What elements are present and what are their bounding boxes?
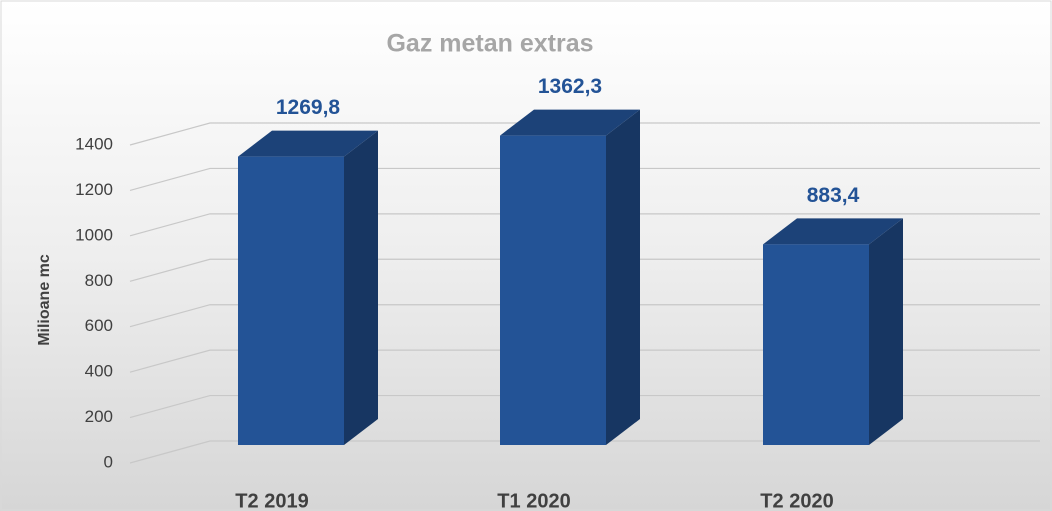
bar bbox=[238, 130, 378, 445]
bar-top bbox=[763, 218, 903, 245]
value-label: 883,4 bbox=[807, 184, 860, 207]
value-label: 1269,8 bbox=[276, 96, 341, 119]
bar bbox=[763, 218, 903, 445]
chart-title: Gaz metan extras bbox=[386, 30, 593, 58]
grid-line bbox=[129, 122, 1040, 146]
y-tick-label: 600 bbox=[85, 316, 113, 335]
y-axis-label: Milioane mc bbox=[36, 254, 53, 346]
value-label: 1362,3 bbox=[538, 75, 602, 98]
bar-top bbox=[500, 109, 640, 136]
y-tick-label: 1000 bbox=[75, 225, 113, 244]
y-tick-label: 1400 bbox=[75, 134, 113, 153]
y-tick-label: 400 bbox=[85, 362, 113, 381]
y-tick-label: 200 bbox=[85, 407, 113, 426]
y-tick-label: 1200 bbox=[75, 180, 113, 199]
bar-top bbox=[238, 130, 378, 157]
bar-front bbox=[500, 135, 606, 445]
grid-line bbox=[129, 167, 1040, 192]
bar-side bbox=[869, 218, 903, 445]
y-tick-label: 0 bbox=[104, 452, 113, 471]
x-tick-label: T2 2019 bbox=[235, 490, 308, 511]
bar-side bbox=[606, 109, 640, 445]
x-tick-label: T1 2020 bbox=[497, 490, 570, 511]
bar-front bbox=[763, 244, 869, 445]
bar bbox=[500, 109, 640, 445]
bar-front bbox=[238, 156, 344, 445]
grid-line bbox=[129, 213, 1040, 237]
x-tick-label: T2 2020 bbox=[760, 490, 833, 511]
y-tick-label: 800 bbox=[85, 271, 113, 290]
bar-side bbox=[344, 130, 378, 445]
